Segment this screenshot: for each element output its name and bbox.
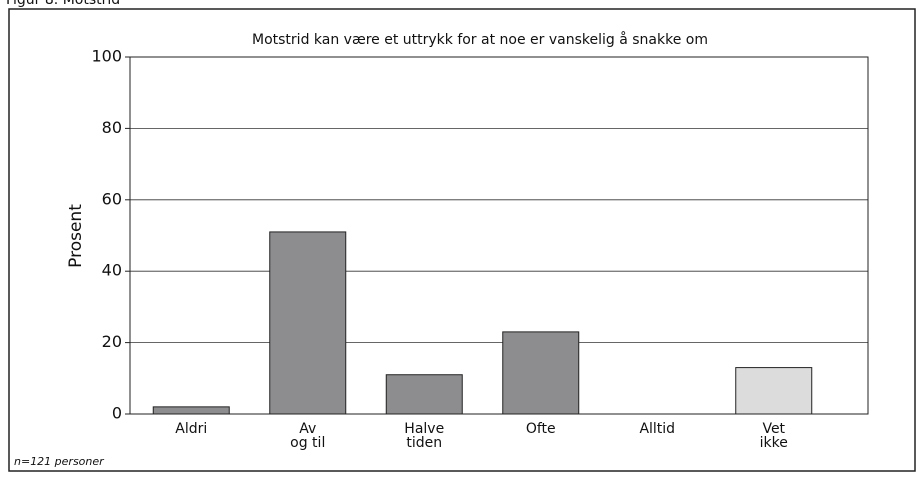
- bar: [269, 231, 347, 415]
- y-tick-label: 20: [102, 332, 122, 351]
- x-tick-label: Halve: [404, 421, 444, 437]
- frame: [8, 8, 916, 472]
- x-tick-label: tiden: [406, 435, 442, 451]
- x-tick-label: Aldri: [175, 421, 207, 437]
- x-tick-label: Alltid: [639, 421, 675, 437]
- y-axis-label: Prosent: [66, 204, 86, 268]
- x-tick-label: Vet: [762, 421, 785, 437]
- y-tick-label: 80: [102, 118, 122, 137]
- y-tick-label: 60: [102, 189, 122, 208]
- x-tick-label: Ofte: [526, 421, 556, 437]
- footnote: n=121 personer: [14, 455, 105, 468]
- x-tick-label: ikke: [760, 435, 788, 451]
- plot-area: [129, 56, 869, 415]
- x-tick-label: Av: [299, 421, 316, 437]
- y-tick-label: 0: [112, 404, 122, 423]
- x-tick-label: og til: [290, 435, 325, 451]
- bar: [152, 406, 230, 415]
- y-tick-label: 100: [91, 47, 122, 66]
- bar: [502, 331, 580, 415]
- bar: [385, 374, 463, 415]
- y-tick-label: 40: [102, 261, 122, 280]
- bar: [735, 367, 813, 415]
- chart-title: Motstrid kan være et uttrykk for at noe …: [252, 31, 708, 48]
- caption: Figur 8. Motstrid: [6, 0, 120, 8]
